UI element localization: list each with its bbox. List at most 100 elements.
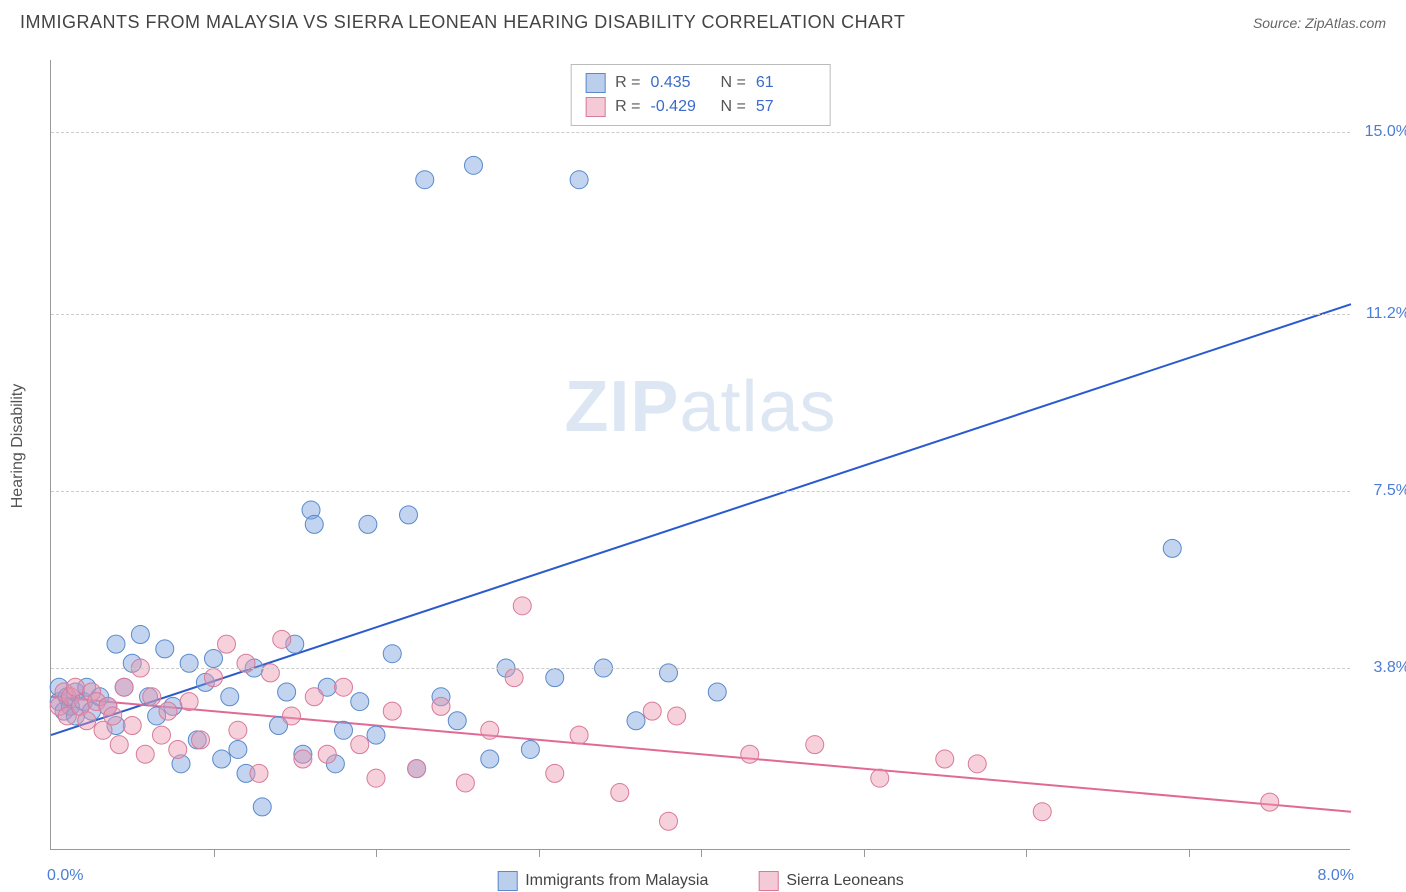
data-point: [505, 669, 523, 687]
data-point: [221, 688, 239, 706]
data-point: [708, 683, 726, 701]
data-point: [78, 712, 96, 730]
data-point: [110, 736, 128, 754]
data-point: [570, 171, 588, 189]
data-point: [107, 635, 125, 653]
data-point: [159, 702, 177, 720]
data-point: [318, 745, 336, 763]
data-point: [1261, 793, 1279, 811]
data-point: [806, 736, 824, 754]
data-point: [481, 750, 499, 768]
data-point: [936, 750, 954, 768]
data-point: [283, 707, 301, 725]
data-point: [250, 764, 268, 782]
chart-title: IMMIGRANTS FROM MALAYSIA VS SIERRA LEONE…: [20, 12, 905, 33]
data-point: [305, 515, 323, 533]
data-point: [481, 721, 499, 739]
chart-plot-area: ZIPatlas R = 0.435 N = 61 R = -0.429 N =…: [50, 60, 1350, 850]
data-point: [136, 745, 154, 763]
x-origin-label: 0.0%: [47, 867, 83, 885]
data-point: [741, 745, 759, 763]
x-max-label: 8.0%: [1318, 867, 1354, 885]
data-point: [213, 750, 231, 768]
x-tick: [214, 849, 215, 857]
x-tick: [701, 849, 702, 857]
legend-label-2: Sierra Leoneans: [786, 872, 903, 890]
data-point: [1163, 539, 1181, 557]
data-point: [278, 683, 296, 701]
y-tick-label: 3.8%: [1374, 659, 1406, 677]
data-point: [660, 812, 678, 830]
y-tick-label: 7.5%: [1374, 482, 1406, 500]
data-point: [383, 645, 401, 663]
data-point: [416, 171, 434, 189]
data-point: [400, 506, 418, 524]
data-point: [253, 798, 271, 816]
data-point: [611, 784, 629, 802]
y-tick-label: 11.2%: [1366, 305, 1406, 323]
gridline: [51, 314, 1350, 315]
data-point: [546, 669, 564, 687]
data-point: [180, 654, 198, 672]
data-point: [448, 712, 466, 730]
y-axis-title: Hearing Disability: [9, 384, 27, 509]
data-point: [521, 740, 539, 758]
data-point: [668, 707, 686, 725]
data-point: [465, 156, 483, 174]
data-point: [367, 769, 385, 787]
data-point: [432, 697, 450, 715]
gridline: [51, 132, 1350, 133]
data-point: [205, 649, 223, 667]
data-point: [359, 515, 377, 533]
data-point: [367, 726, 385, 744]
data-point: [169, 740, 187, 758]
legend-item-2: Sierra Leoneans: [758, 871, 903, 891]
gridline: [51, 668, 1350, 669]
data-point: [156, 640, 174, 658]
legend-swatch-pink-icon: [758, 871, 778, 891]
data-point: [660, 664, 678, 682]
data-point: [546, 764, 564, 782]
x-tick: [376, 849, 377, 857]
data-point: [115, 678, 133, 696]
data-point: [229, 740, 247, 758]
legend-label-1: Immigrants from Malaysia: [525, 872, 708, 890]
y-tick-label: 15.0%: [1365, 123, 1406, 141]
data-point: [143, 688, 161, 706]
data-point: [408, 760, 426, 778]
data-point: [192, 731, 210, 749]
x-tick: [1026, 849, 1027, 857]
data-point: [351, 736, 369, 754]
data-point: [351, 693, 369, 711]
data-point: [237, 654, 255, 672]
legend-swatch-blue-icon: [497, 871, 517, 891]
data-point: [261, 664, 279, 682]
data-point: [570, 726, 588, 744]
x-tick: [539, 849, 540, 857]
data-point: [205, 669, 223, 687]
data-point: [335, 678, 353, 696]
bottom-legend: Immigrants from Malaysia Sierra Leoneans: [497, 871, 904, 891]
source-attribution: Source: ZipAtlas.com: [1253, 15, 1386, 31]
gridline: [51, 491, 1350, 492]
data-point: [180, 693, 198, 711]
data-point: [229, 721, 247, 739]
data-point: [627, 712, 645, 730]
legend-item-1: Immigrants from Malaysia: [497, 871, 708, 891]
data-point: [153, 726, 171, 744]
data-point: [871, 769, 889, 787]
data-point: [218, 635, 236, 653]
data-point: [273, 630, 291, 648]
data-point: [66, 678, 84, 696]
data-point: [1033, 803, 1051, 821]
data-point: [335, 721, 353, 739]
data-point: [131, 626, 149, 644]
data-point: [305, 688, 323, 706]
data-point: [383, 702, 401, 720]
data-point: [968, 755, 986, 773]
data-point: [123, 717, 141, 735]
x-tick: [864, 849, 865, 857]
data-point: [294, 750, 312, 768]
data-point: [456, 774, 474, 792]
x-tick: [1189, 849, 1190, 857]
